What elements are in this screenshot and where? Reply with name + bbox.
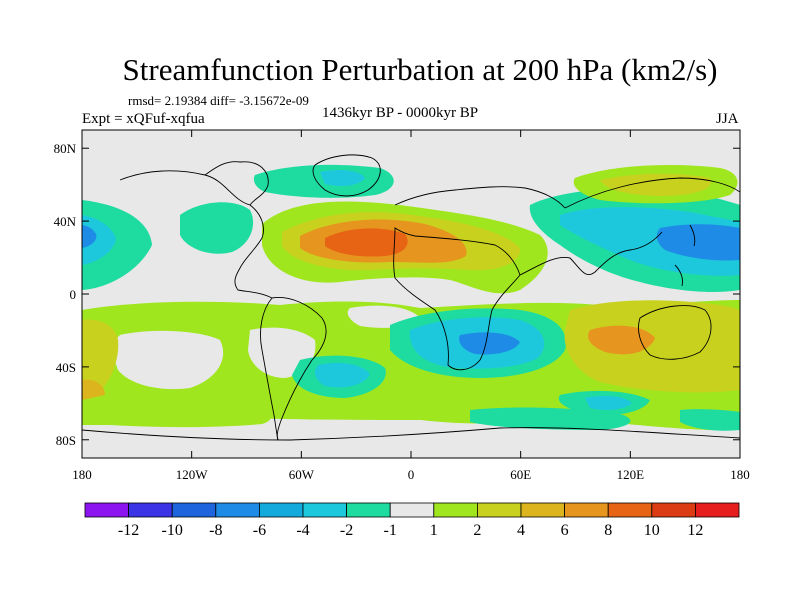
greenland-green-blob xyxy=(253,164,394,198)
south-pacific-high xyxy=(82,319,119,398)
south-america-coast-east xyxy=(271,297,327,441)
australia-orange xyxy=(588,325,655,355)
south-atlantic-cyan xyxy=(314,362,370,388)
colorbar-swatch xyxy=(171,502,217,518)
greenland-cyan-blob xyxy=(320,170,365,186)
lat-tick-label: 80S xyxy=(56,433,76,448)
lat-tick-label: 40S xyxy=(56,360,76,375)
philippines-coast xyxy=(674,264,683,287)
colorbar-label: 4 xyxy=(517,522,525,539)
colorbar-swatch xyxy=(128,502,173,518)
colorbar-swatch xyxy=(476,502,522,518)
siberia-yellow xyxy=(600,173,711,196)
lat-tick-label: 80N xyxy=(54,141,77,156)
colorbar-swatch xyxy=(346,502,391,518)
lon-tick-label: 120W xyxy=(176,467,209,482)
colorbar-swatch xyxy=(258,502,304,518)
lat-tick-label: 40N xyxy=(54,214,77,229)
hudson-coast xyxy=(204,161,269,206)
experiment-label: Expt = xQFuf-xqfua xyxy=(82,111,205,127)
colorbar-swatch xyxy=(564,502,609,518)
south-indian-cyan xyxy=(585,395,632,411)
colorbar-label: -8 xyxy=(209,522,222,539)
europe-coast xyxy=(394,186,566,209)
greenland-coast xyxy=(312,154,381,197)
south-pacific-gap xyxy=(113,330,224,390)
colorbar-swatch xyxy=(520,502,565,518)
africa-coast xyxy=(393,227,521,371)
colorbar: -12 -10 -8 -6 -4 -2 -1 1 2 4 6 8 10 12 xyxy=(84,502,740,539)
colorbar-label: 1 xyxy=(430,522,438,539)
colorbar-swatch xyxy=(607,502,653,518)
asia-south-coast xyxy=(519,231,663,276)
australia-yellow xyxy=(564,300,740,393)
indian-ocean-core xyxy=(459,332,520,355)
lon-tick-label: 60W xyxy=(289,467,315,482)
colorbar-label: 6 xyxy=(561,522,569,539)
colorbar-label: -4 xyxy=(296,522,309,539)
npac-low-mid xyxy=(82,215,116,265)
map-field xyxy=(82,130,740,458)
lon-tick-label: 180 xyxy=(730,467,750,482)
antarctica-coast xyxy=(82,427,740,441)
colorbar-swatch xyxy=(651,502,696,518)
colorbar-swatch xyxy=(389,502,435,518)
season-label: JJA xyxy=(716,111,739,127)
lon-tick-label: 60E xyxy=(510,467,531,482)
colorbar-label: 10 xyxy=(644,522,660,539)
colorbar-swatch xyxy=(302,502,347,518)
colorbar-label: -2 xyxy=(340,522,353,539)
page-title: Streamfunction Perturbation at 200 hPa (… xyxy=(122,52,718,87)
japan-low-core xyxy=(656,224,740,261)
colorbar-label: -12 xyxy=(118,522,139,539)
japan-coast xyxy=(689,224,696,247)
rmsd-label: rmsd= 2.19384 diff= -3.15672e-09 xyxy=(128,93,309,108)
north-america-coast xyxy=(119,170,273,299)
npac-low-core xyxy=(82,225,97,248)
lon-tick-label: 180 xyxy=(72,467,92,482)
lon-tick-label: 0 xyxy=(408,467,415,482)
colorbar-label: 2 xyxy=(473,522,481,539)
colorbar-label: 12 xyxy=(687,522,703,539)
colorbar-label: -6 xyxy=(253,522,266,539)
south-pacific-yellow-patch xyxy=(82,379,105,400)
lon-ticks: 180 120W 60W 0 60E 120E 180 xyxy=(72,130,750,482)
south-strip-west xyxy=(82,399,271,428)
south-strip-far-east xyxy=(680,409,740,431)
colorbar-label: 8 xyxy=(604,522,612,539)
australia-coast xyxy=(638,305,712,360)
colorbar-label: -10 xyxy=(162,522,183,539)
colorbar-swatch xyxy=(84,502,129,518)
colorbar-label: -1 xyxy=(384,522,397,539)
south-strip-east xyxy=(470,407,631,430)
lon-tick-label: 120E xyxy=(617,467,645,482)
atlantic-core xyxy=(325,228,408,257)
coastlines xyxy=(82,154,740,441)
lat-ticks: 80N 40N 0 40S 80S xyxy=(54,141,740,448)
period-label: 1436kyr BP - 0000kyr BP xyxy=(322,105,479,121)
south-america-coast-west xyxy=(260,297,279,441)
namerica-green-blob xyxy=(180,202,254,254)
colorbar-swatch xyxy=(433,502,478,518)
colorbar-swatch xyxy=(695,502,740,518)
asia-cyan-band xyxy=(560,207,740,276)
colorbar-swatch xyxy=(215,502,260,518)
asia-north-coast xyxy=(564,177,740,209)
lat-tick-label: 0 xyxy=(70,287,77,302)
